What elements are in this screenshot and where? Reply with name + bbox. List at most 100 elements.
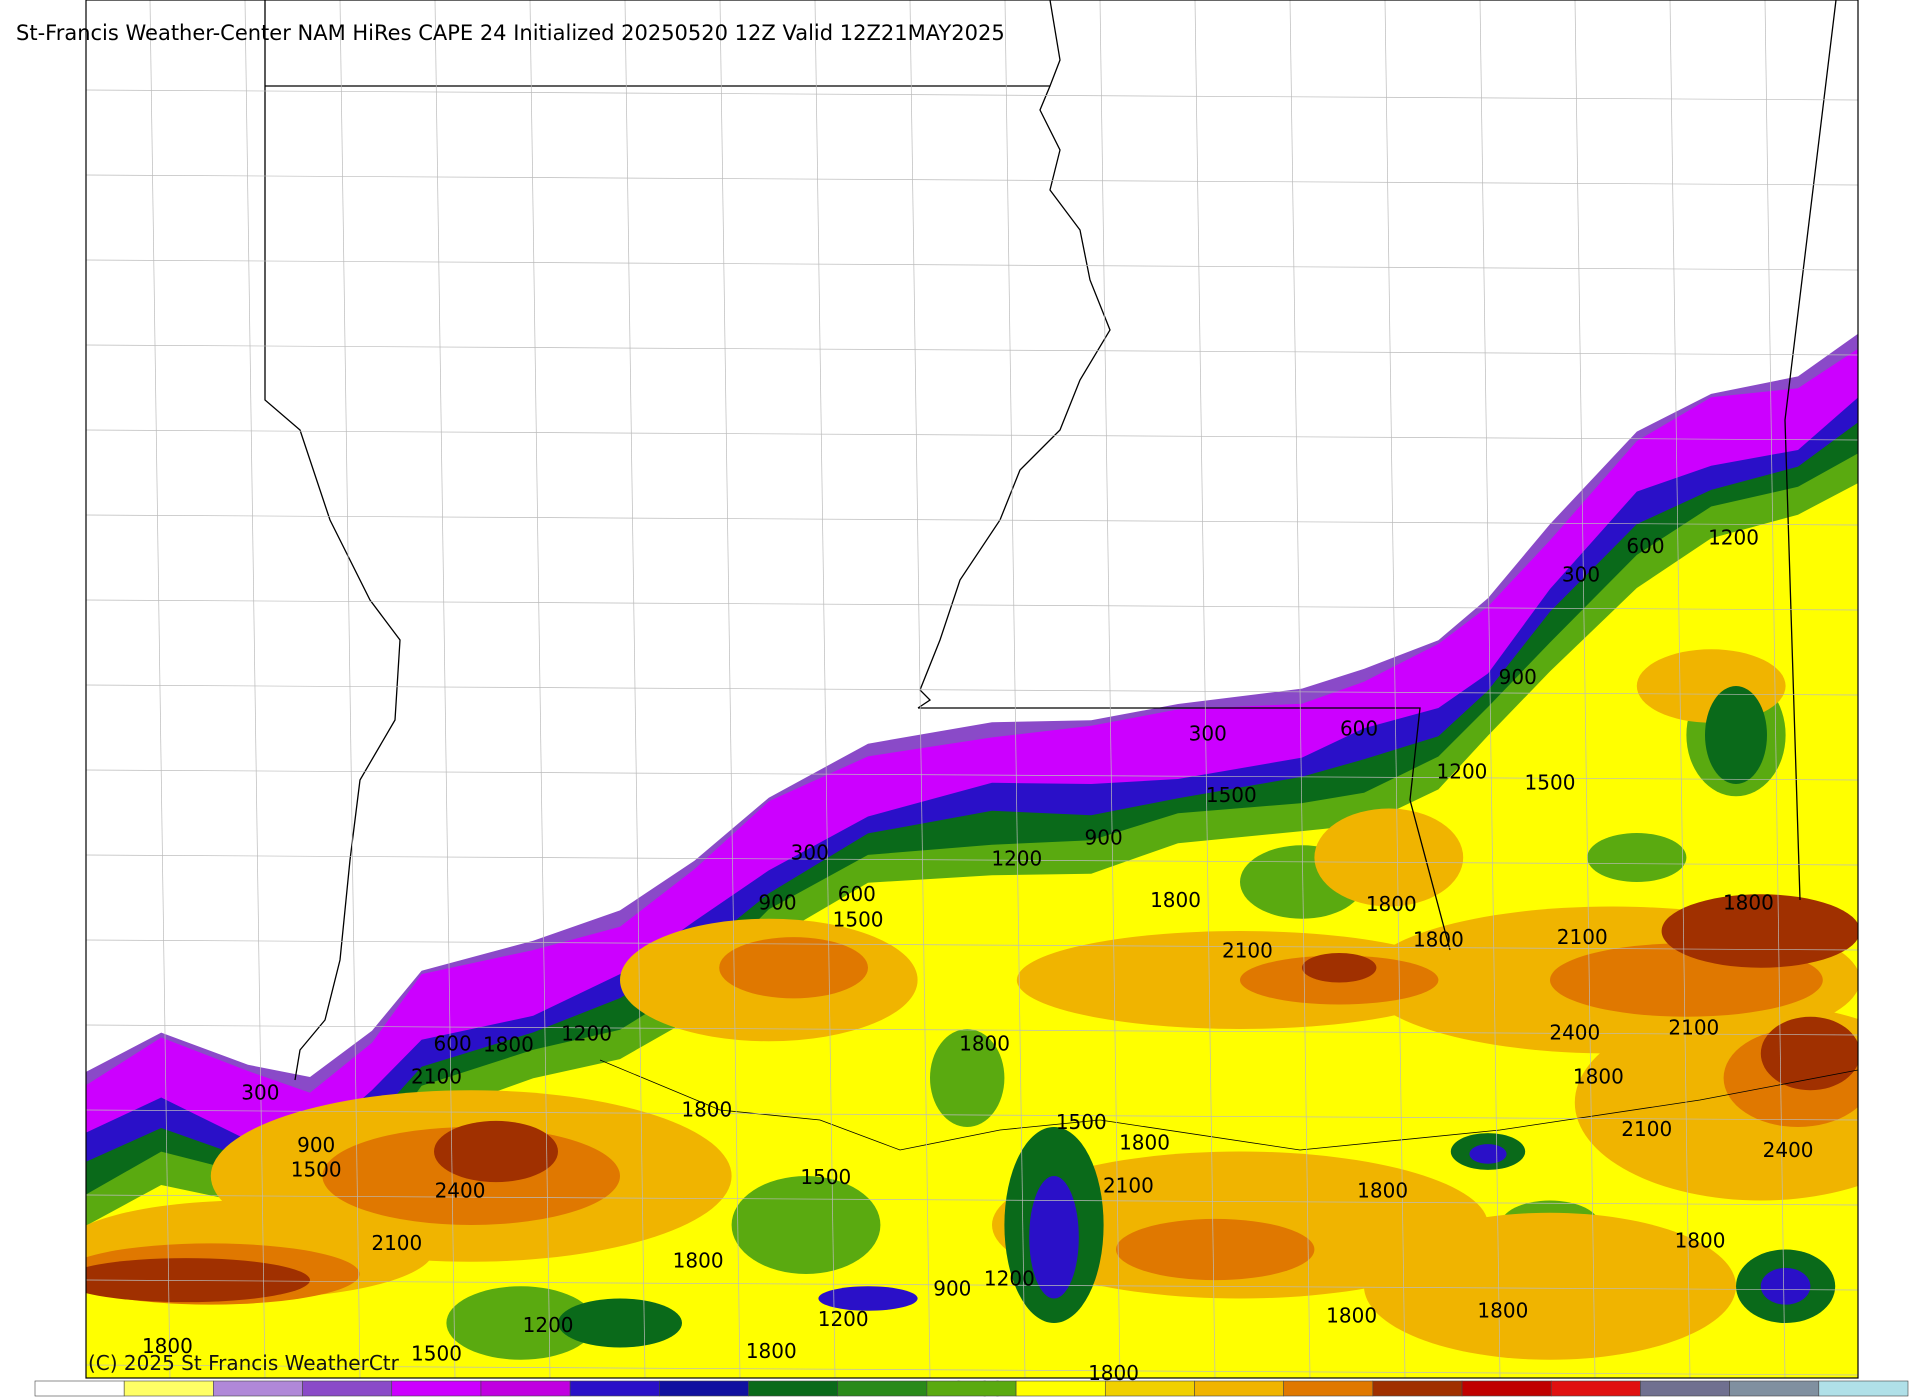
county-line	[86, 1279, 1858, 1291]
contour-label: 300	[1562, 562, 1600, 586]
contour-label: 900	[1085, 826, 1123, 850]
contour-label: 2400	[1549, 1020, 1600, 1044]
river-border	[917, 85, 1111, 709]
county-line	[86, 684, 1858, 696]
contour-label: 2100	[1668, 1016, 1719, 1040]
cape-blob	[434, 1120, 558, 1183]
county-line	[86, 1024, 1858, 1036]
county-line	[86, 939, 1858, 951]
colorbar-swatch	[302, 1380, 393, 1397]
colorbar-swatch	[1015, 1380, 1106, 1397]
contour-label: 900	[933, 1276, 971, 1300]
state-border	[599, 1059, 1858, 1151]
colorbar-swatch	[569, 1380, 660, 1397]
cape-blob	[558, 1298, 682, 1348]
colorbar-swatch	[1640, 1380, 1730, 1397]
county-line	[434, 0, 456, 1378]
contour-label: 1800	[1119, 1131, 1170, 1155]
colorbar-swatch	[1461, 1380, 1552, 1397]
contour-label: 2100	[1621, 1117, 1672, 1141]
county-line	[86, 1109, 1858, 1121]
contour-label: 1800	[1326, 1303, 1377, 1327]
state-border	[264, 0, 401, 1081]
colorbar-swatch	[837, 1380, 928, 1397]
contour-label: 2100	[371, 1231, 422, 1255]
borders	[264, 0, 1858, 1151]
contour-label: 2100	[1557, 925, 1608, 949]
contour-label: 600	[838, 882, 876, 906]
contour-label: 1500	[1206, 783, 1257, 807]
contour-label: 2100	[1222, 938, 1273, 962]
colorbar-swatch	[659, 1380, 749, 1397]
contour-label: 900	[1499, 665, 1537, 689]
cape-blob	[1116, 1218, 1315, 1281]
state-border	[918, 707, 1451, 951]
contour-label: 900	[758, 891, 796, 915]
contour-label: 1800	[673, 1248, 724, 1272]
county-line	[1099, 0, 1121, 1378]
cape-blob	[1029, 1176, 1079, 1299]
contour-label: 2100	[1103, 1174, 1154, 1198]
county-line	[244, 0, 266, 1378]
contour-label: 1800	[959, 1031, 1010, 1055]
contour-label: 1800	[1477, 1298, 1528, 1322]
contour-label: 2400	[435, 1178, 486, 1202]
map-frame	[85, 0, 1859, 1379]
contour-label: 1500	[1056, 1110, 1107, 1134]
contour-label: 2100	[411, 1065, 462, 1089]
county-line	[339, 0, 361, 1378]
copyright: (C) 2025 St Francis WeatherCtr	[88, 1351, 400, 1375]
contour-label: 600	[1340, 717, 1378, 741]
contour-label: 1800	[1413, 927, 1464, 951]
contour-label: 1800	[1573, 1065, 1624, 1089]
county-line	[1764, 0, 1786, 1378]
contour-label: 300	[1189, 722, 1227, 746]
cape-blob	[86, 1258, 310, 1303]
contour-label: 1500	[411, 1341, 462, 1365]
contour-label: 1800	[1357, 1178, 1408, 1202]
contour-label: 1500	[291, 1158, 342, 1182]
county-line	[529, 0, 551, 1378]
cape-blob	[930, 1029, 1005, 1127]
county-line	[149, 0, 171, 1378]
contour-label: 1800	[1675, 1229, 1726, 1253]
contour-label: 1200	[991, 846, 1042, 870]
colorbar-swatch	[1104, 1380, 1195, 1397]
contour-label: 300	[241, 1080, 279, 1104]
county-line	[86, 514, 1858, 526]
contour-label: 1200	[561, 1022, 612, 1046]
contour-labels: 300 600 900 1500 1200 900 1500 300 600 1200 1500 90…	[142, 526, 1814, 1400]
contour-label: 1500	[1525, 771, 1576, 795]
colorbar-swatch	[1729, 1380, 1820, 1397]
contour-label: 1800	[1723, 891, 1774, 915]
county-line	[86, 1364, 1858, 1376]
county-line	[1479, 0, 1501, 1378]
colorbar-swatch	[1372, 1380, 1463, 1397]
county-line	[86, 174, 1858, 186]
county-line	[86, 769, 1858, 781]
county-line	[86, 259, 1858, 271]
county-line	[719, 0, 741, 1378]
county-line	[86, 1194, 1858, 1206]
contour-label: 1200	[1708, 526, 1759, 550]
cape-blob	[1587, 833, 1687, 882]
state-border	[265, 0, 1061, 87]
cape-blob	[719, 937, 868, 999]
colorbar-swatch	[926, 1380, 1017, 1397]
contour-label: 1200	[984, 1267, 1035, 1291]
cape-blob	[1314, 808, 1464, 907]
county-line	[86, 429, 1858, 441]
cape-blob	[1760, 1267, 1811, 1305]
contour-label: 1800	[483, 1033, 534, 1057]
contour-label: 1200	[818, 1307, 869, 1331]
contour-label: 1800	[1150, 888, 1201, 912]
colorbar-swatch	[748, 1380, 839, 1397]
county-line	[86, 599, 1858, 611]
county-line	[1289, 0, 1311, 1378]
cape-blob	[731, 1176, 881, 1274]
colorbar-swatch	[1818, 1380, 1909, 1397]
county-line	[86, 854, 1858, 866]
colorbar-swatch	[1194, 1380, 1284, 1397]
colorbar-swatch	[480, 1380, 571, 1397]
